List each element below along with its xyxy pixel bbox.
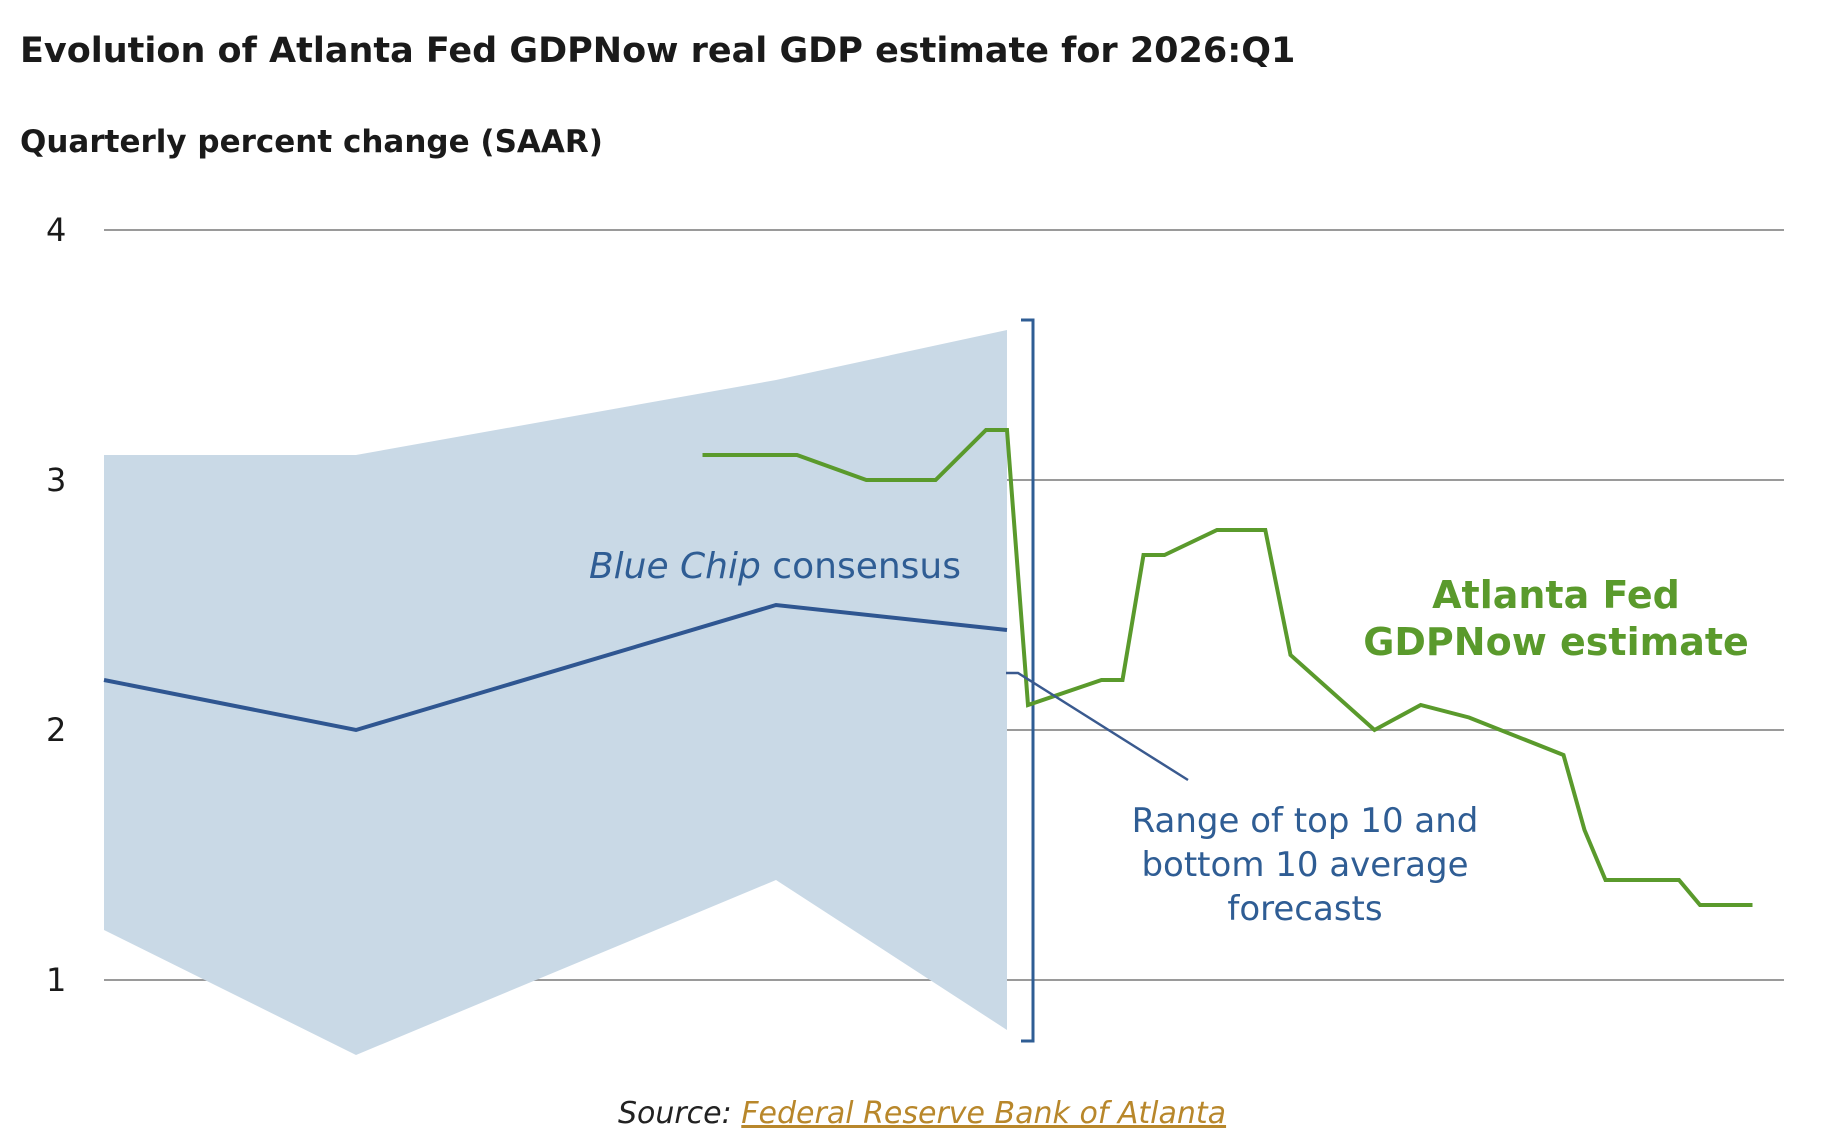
blue-chip-label-italic: Blue Chip xyxy=(589,546,761,587)
y-axis-label: Quarterly percent change (SAAR) xyxy=(20,124,603,160)
gdpnow-line xyxy=(702,428,1753,907)
range-callout-line xyxy=(1006,671,1189,782)
source-caption: Source: Federal Reserve Bank of Atlanta xyxy=(0,1096,1844,1131)
range-label-line-1: Range of top 10 and xyxy=(1132,801,1479,841)
gdpnow-label-line-1: Atlanta Fed xyxy=(1432,573,1680,617)
blue-chip-label-rest: consensus xyxy=(761,546,961,587)
blue-chip-label: Blue Chip consensus xyxy=(589,546,961,587)
source-prefix: Source: xyxy=(617,1096,742,1131)
gdpnow-label-line-2: GDPNow estimate xyxy=(1363,620,1749,664)
series-layer xyxy=(103,428,1753,907)
y-tick-2: 2 xyxy=(46,711,66,749)
annotation-layer: Blue Chip consensus Range of top 10 andbo… xyxy=(589,546,1749,929)
range-bracket xyxy=(1021,318,1035,1043)
range-band-layer xyxy=(104,318,1035,1055)
y-tick-4: 4 xyxy=(46,211,66,249)
range-band xyxy=(104,330,1007,1055)
blue-chip-line xyxy=(103,602,1008,733)
y-tick-3: 3 xyxy=(46,461,66,499)
range-label-line-3: forecasts xyxy=(1227,889,1382,929)
source-link[interactable]: Federal Reserve Bank of Atlanta xyxy=(741,1096,1227,1131)
chart-title: Evolution of Atlanta Fed GDPNow real GDP… xyxy=(20,31,1295,71)
range-label-line-2: bottom 10 average xyxy=(1141,845,1468,885)
y-tick-1: 1 xyxy=(46,961,66,999)
